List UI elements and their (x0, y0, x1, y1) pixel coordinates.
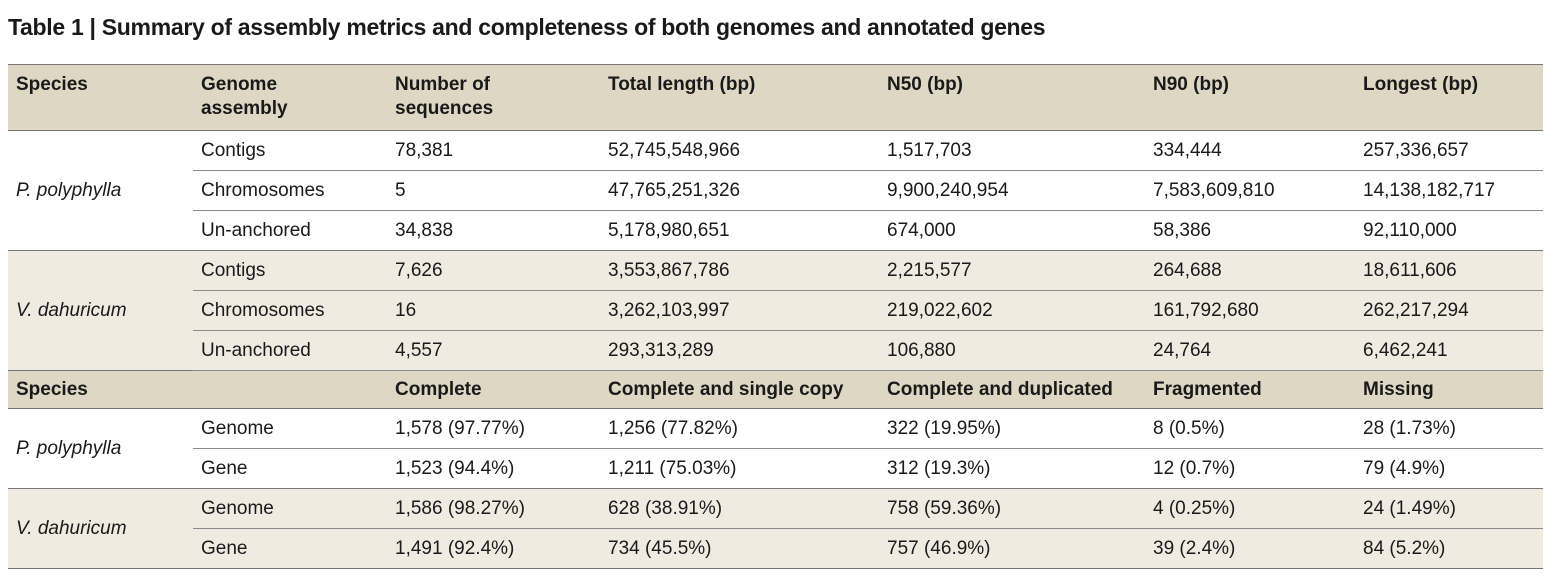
n50-cell: 674,000 (879, 210, 1145, 251)
num-sequences-cell: 5 (387, 170, 600, 211)
single-copy-cell: 1,256 (77.82%) (600, 408, 879, 449)
num-sequences-cell: 4,557 (387, 330, 600, 371)
type-cell: Gene (193, 448, 387, 489)
table-title: Table 1 | Summary of assembly metrics an… (8, 14, 1046, 40)
header-longest: Longest (bp) (1355, 64, 1543, 131)
longest-cell: 262,217,294 (1355, 290, 1543, 331)
type-cell: Genome (193, 408, 387, 449)
duplicated-cell: 758 (59.36%) (879, 488, 1145, 529)
total-length-cell: 3,262,103,997 (600, 290, 879, 331)
single-copy-cell: 1,211 (75.03%) (600, 448, 879, 489)
missing-cell: 79 (4.9%) (1355, 448, 1543, 489)
header-number-of-sequences: Number of sequences (387, 64, 600, 131)
duplicated-cell: 322 (19.95%) (879, 408, 1145, 449)
longest-cell: 6,462,241 (1355, 330, 1543, 371)
longest-cell: 92,110,000 (1355, 210, 1543, 251)
complete-cell: 1,578 (97.77%) (387, 408, 600, 449)
header-complete: Complete (387, 370, 600, 409)
table-row: Chromosomes 16 3,262,103,997 219,022,602… (8, 290, 1543, 331)
single-copy-cell: 628 (38.91%) (600, 488, 879, 529)
assembly-cell: Chromosomes (193, 170, 387, 211)
species-cell: V. dahuricum (8, 250, 193, 371)
header-missing: Missing (1355, 370, 1543, 409)
header-total-length: Total length (bp) (600, 64, 879, 131)
complete-cell: 1,491 (92.4%) (387, 528, 600, 569)
header-fragmented: Fragmented (1145, 370, 1355, 409)
n90-cell: 7,583,609,810 (1145, 170, 1355, 211)
header-blank (193, 370, 387, 409)
assembly-cell: Contigs (193, 130, 387, 171)
header-complete-duplicated: Complete and duplicated (879, 370, 1145, 409)
fragmented-cell: 39 (2.4%) (1145, 528, 1355, 569)
total-length-cell: 293,313,289 (600, 330, 879, 371)
duplicated-cell: 312 (19.3%) (879, 448, 1145, 489)
missing-cell: 84 (5.2%) (1355, 528, 1543, 569)
num-sequences-cell: 16 (387, 290, 600, 331)
table-row: Gene 1,523 (94.4%) 1,211 (75.03%) 312 (1… (8, 448, 1543, 489)
completeness-header-row: Species Complete Complete and single cop… (8, 370, 1543, 409)
missing-cell: 28 (1.73%) (1355, 408, 1543, 449)
header-n90: N90 (bp) (1145, 64, 1355, 131)
assembly-cell: Un-anchored (193, 330, 387, 371)
total-length-cell: 47,765,251,326 (600, 170, 879, 211)
table-row: Un-anchored 34,838 5,178,980,651 674,000… (8, 210, 1543, 251)
assembly-cell: Chromosomes (193, 290, 387, 331)
table-row: P. polyphylla Genome 1,578 (97.77%) 1,25… (8, 408, 1543, 489)
header-species: Species (8, 370, 193, 409)
complete-cell: 1,523 (94.4%) (387, 448, 600, 489)
complete-cell: 1,586 (98.27%) (387, 488, 600, 529)
num-sequences-cell: 78,381 (387, 130, 600, 171)
assembly-cell: Contigs (193, 250, 387, 291)
assembly-header-row: Species Genome assembly Number of sequence… (8, 64, 1543, 131)
fragmented-cell: 12 (0.7%) (1145, 448, 1355, 489)
n90-cell: 334,444 (1145, 130, 1355, 171)
num-sequences-cell: 7,626 (387, 250, 600, 291)
n90-cell: 161,792,680 (1145, 290, 1355, 331)
table-row: Gene 1,491 (92.4%) 734 (45.5%) 757 (46.9… (8, 528, 1543, 569)
fragmented-cell: 4 (0.25%) (1145, 488, 1355, 529)
n90-cell: 58,386 (1145, 210, 1355, 251)
n50-cell: 2,215,577 (879, 250, 1145, 291)
missing-cell: 24 (1.49%) (1355, 488, 1543, 529)
species-cell: P. polyphylla (8, 130, 193, 251)
total-length-cell: 5,178,980,651 (600, 210, 879, 251)
fragmented-cell: 8 (0.5%) (1145, 408, 1355, 449)
header-n50: N50 (bp) (879, 64, 1145, 131)
header-complete-single-copy: Complete and single copy (600, 370, 879, 409)
type-cell: Gene (193, 528, 387, 569)
species-cell: V. dahuricum (8, 488, 193, 569)
n50-cell: 219,022,602 (879, 290, 1145, 331)
longest-cell: 14,138,182,717 (1355, 170, 1543, 211)
n90-cell: 264,688 (1145, 250, 1355, 291)
summary-table: Species Genome assembly Number of sequence… (8, 64, 1543, 569)
n50-cell: 1,517,703 (879, 130, 1145, 171)
species-cell: P. polyphylla (8, 408, 193, 489)
table-row: V. dahuricum Contigs 7,626 3,553,867,786… (8, 250, 1543, 371)
header-genome-assembly: Genome assembly (193, 64, 387, 131)
total-length-cell: 52,745,548,966 (600, 130, 879, 171)
n50-cell: 9,900,240,954 (879, 170, 1145, 211)
header-species: Species (8, 64, 193, 131)
table-row: P. polyphylla Contigs 78,381 52,745,548,… (8, 130, 1543, 251)
type-cell: Genome (193, 488, 387, 529)
single-copy-cell: 734 (45.5%) (600, 528, 879, 569)
table-row: Chromosomes 5 47,765,251,326 9,900,240,9… (8, 170, 1543, 211)
assembly-cell: Un-anchored (193, 210, 387, 251)
num-sequences-cell: 34,838 (387, 210, 600, 251)
table-row: Un-anchored 4,557 293,313,289 106,880 24… (8, 330, 1543, 371)
table-row: V. dahuricum Genome 1,586 (98.27%) 628 (… (8, 488, 1543, 569)
longest-cell: 257,336,657 (1355, 130, 1543, 171)
duplicated-cell: 757 (46.9%) (879, 528, 1145, 569)
n50-cell: 106,880 (879, 330, 1145, 371)
longest-cell: 18,611,606 (1355, 250, 1543, 291)
total-length-cell: 3,553,867,786 (600, 250, 879, 291)
n90-cell: 24,764 (1145, 330, 1355, 371)
